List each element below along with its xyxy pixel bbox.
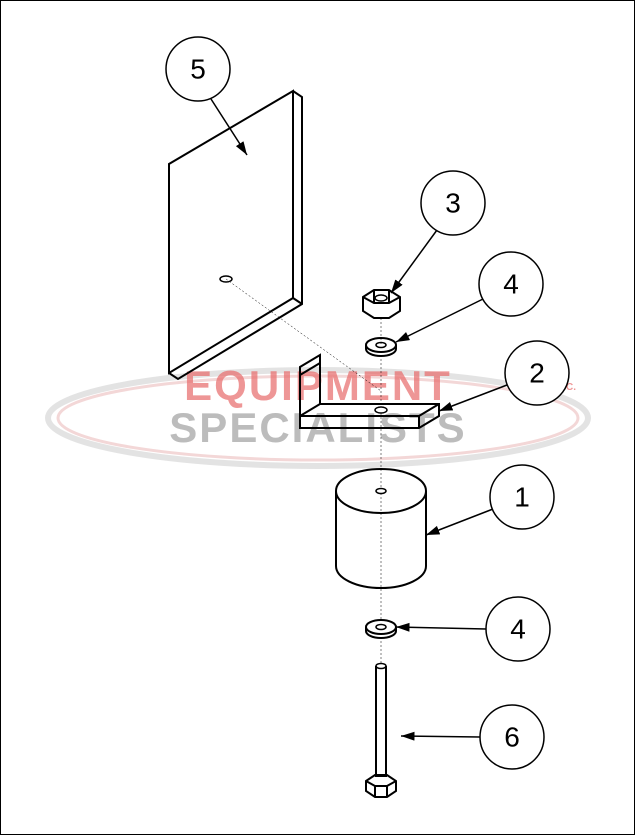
callout-label-4b: 4 <box>510 614 526 645</box>
part-washer-upper <box>366 338 396 356</box>
callout-5: 5 <box>166 37 247 155</box>
diagram-container: EQUIPMENT INC. SPECIALISTS <box>0 0 635 835</box>
callout-4-upper: 4 <box>396 252 543 342</box>
part-bolt <box>366 664 396 798</box>
part-plate <box>169 91 302 379</box>
callout-3: 3 <box>391 171 485 293</box>
assembly-diagram: 5 3 4 2 1 4 <box>1 1 635 836</box>
callout-label-1: 1 <box>514 482 530 513</box>
part-washer-lower <box>366 620 396 638</box>
callout-2: 2 <box>439 341 569 411</box>
callout-6: 6 <box>401 705 544 769</box>
callout-label-6: 6 <box>504 722 520 753</box>
callout-label-5: 5 <box>190 54 206 85</box>
callout-1: 1 <box>426 465 554 535</box>
part-angle-bracket <box>300 355 439 428</box>
callout-label-2: 2 <box>529 358 545 389</box>
callout-label-3: 3 <box>445 188 461 219</box>
callout-label-4a: 4 <box>503 269 519 300</box>
part-hex-nut <box>363 290 400 318</box>
callout-4-lower: 4 <box>396 597 550 661</box>
